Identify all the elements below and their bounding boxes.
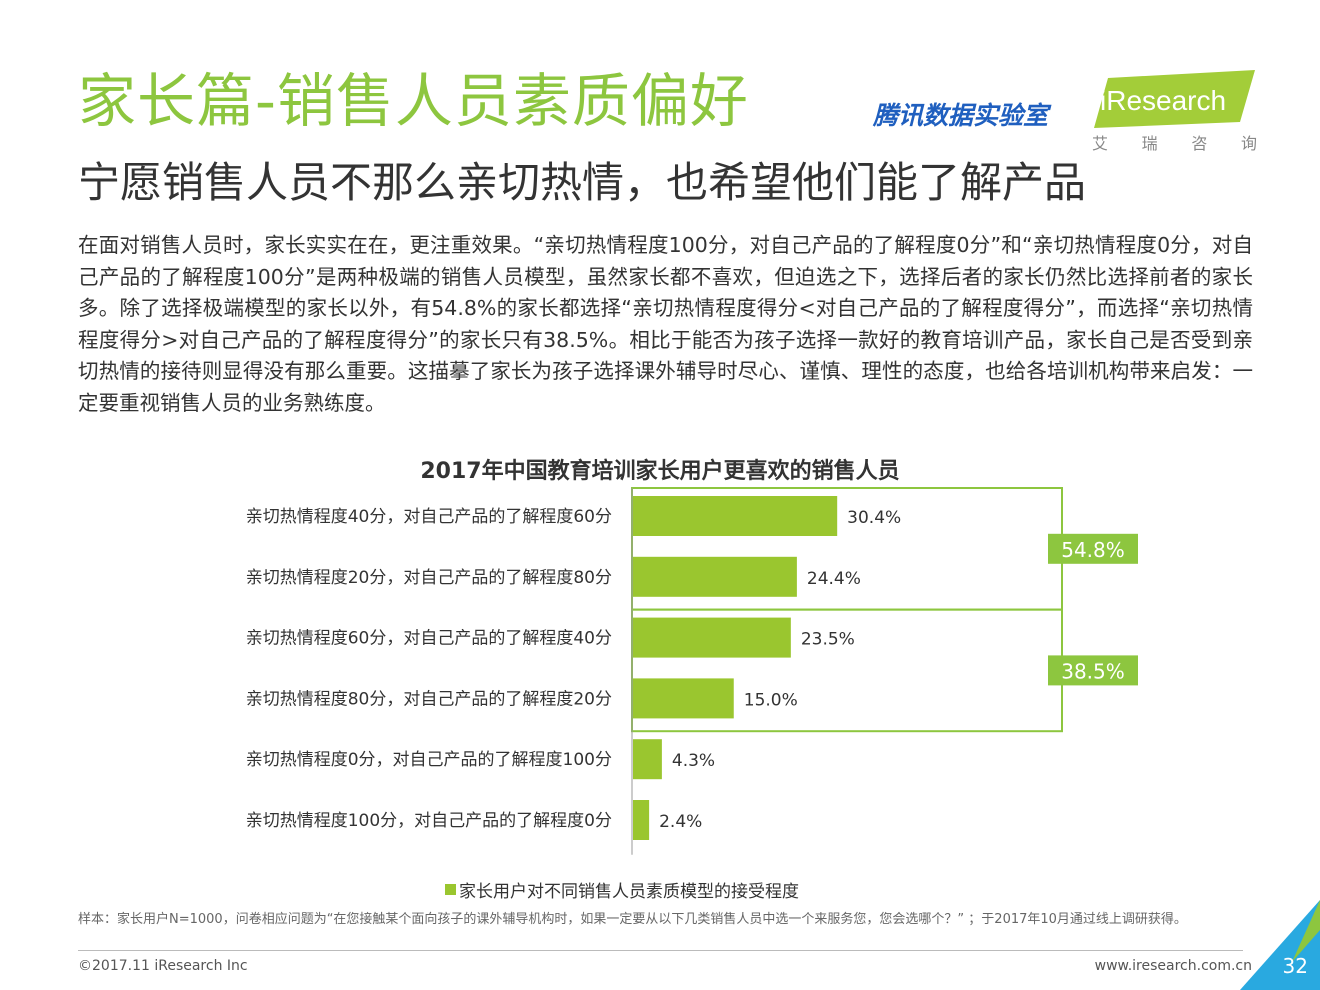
group-total-label: 54.8% [1061,538,1125,562]
page-subtitle: 宁愿销售人员不那么亲切热情，也希望他们能了解产品 [78,158,1087,207]
corner-decoration [1240,900,1320,990]
bar-value-label: 23.5% [801,630,855,650]
iresearch-cn-char: 询 [1240,134,1257,153]
page-title: 家长篇-销售人员素质偏好 [78,67,749,135]
iresearch-cn-char: 咨 [1191,134,1208,153]
corner-triangle-blue [1240,900,1320,990]
copyright-text: ©2017.11 iResearch Inc [78,958,248,974]
chart-title: 2017年中国教育培训家长用户更喜欢的销售人员 [420,459,900,484]
category-label: 亲切热情程度100分，对自己产品的了解程度0分 [246,811,612,831]
category-label: 亲切热情程度60分，对自己产品的了解程度40分 [246,629,612,649]
chart-legend: 家长用户对不同销售人员素质模型的接受程度 [445,877,799,902]
sample-footnote: 样本：家长用户N=1000，问卷相应问题为“在您接触某个面向孩子的课外辅导机构时… [78,912,1187,927]
bar [633,800,650,840]
iresearch-logo-text: iResearch [1100,85,1226,116]
group-total-label: 38.5% [1061,659,1125,683]
bar [633,617,791,658]
website-link[interactable]: www.iresearch.com.cn [1094,958,1252,974]
group-total-badge [1048,655,1138,686]
bar-value-label: 4.3% [672,751,715,771]
bar [633,739,662,780]
category-label: 亲切热情程度40分，对自己产品的了解程度60分 [246,507,612,527]
bar-value-label: 24.4% [807,569,861,589]
corner-triangle-green [1292,900,1320,962]
legend-swatch [445,884,456,895]
iresearch-chinese-name: 艾 瑞 咨 询 [1092,130,1257,154]
tencent-data-lab-logo: 腾讯数据实验室 [873,101,1049,130]
category-label: 亲切热情程度0分，对自己产品的了解程度100分 [246,750,612,770]
bar-value-label: 2.4% [659,812,702,832]
body-paragraph: 在面对销售人员时，家长实实在在，更注重效果。“亲切热情程度100分，对自己产品的… [78,233,1253,415]
bar [633,556,797,597]
bar-value-label: 15.0% [744,690,798,710]
bar [633,496,838,536]
category-label: 亲切热情程度80分，对自己产品的了解程度20分 [246,689,612,709]
footer-divider [78,950,1243,951]
page-number: 32 [1282,954,1308,978]
iresearch-cn-char: 艾 [1092,134,1109,153]
iresearch-logo-banner [1094,70,1255,128]
bar-value-label: 30.4% [847,508,901,528]
iresearch-logo: iResearch [1094,70,1255,128]
category-label: 亲切热情程度20分，对自己产品的了解程度80分 [246,568,612,588]
bar [633,678,734,719]
iresearch-cn-char: 瑞 [1141,134,1158,153]
legend-label: 家长用户对不同销售人员素质模型的接受程度 [459,882,799,902]
group-total-badge [1048,533,1138,564]
